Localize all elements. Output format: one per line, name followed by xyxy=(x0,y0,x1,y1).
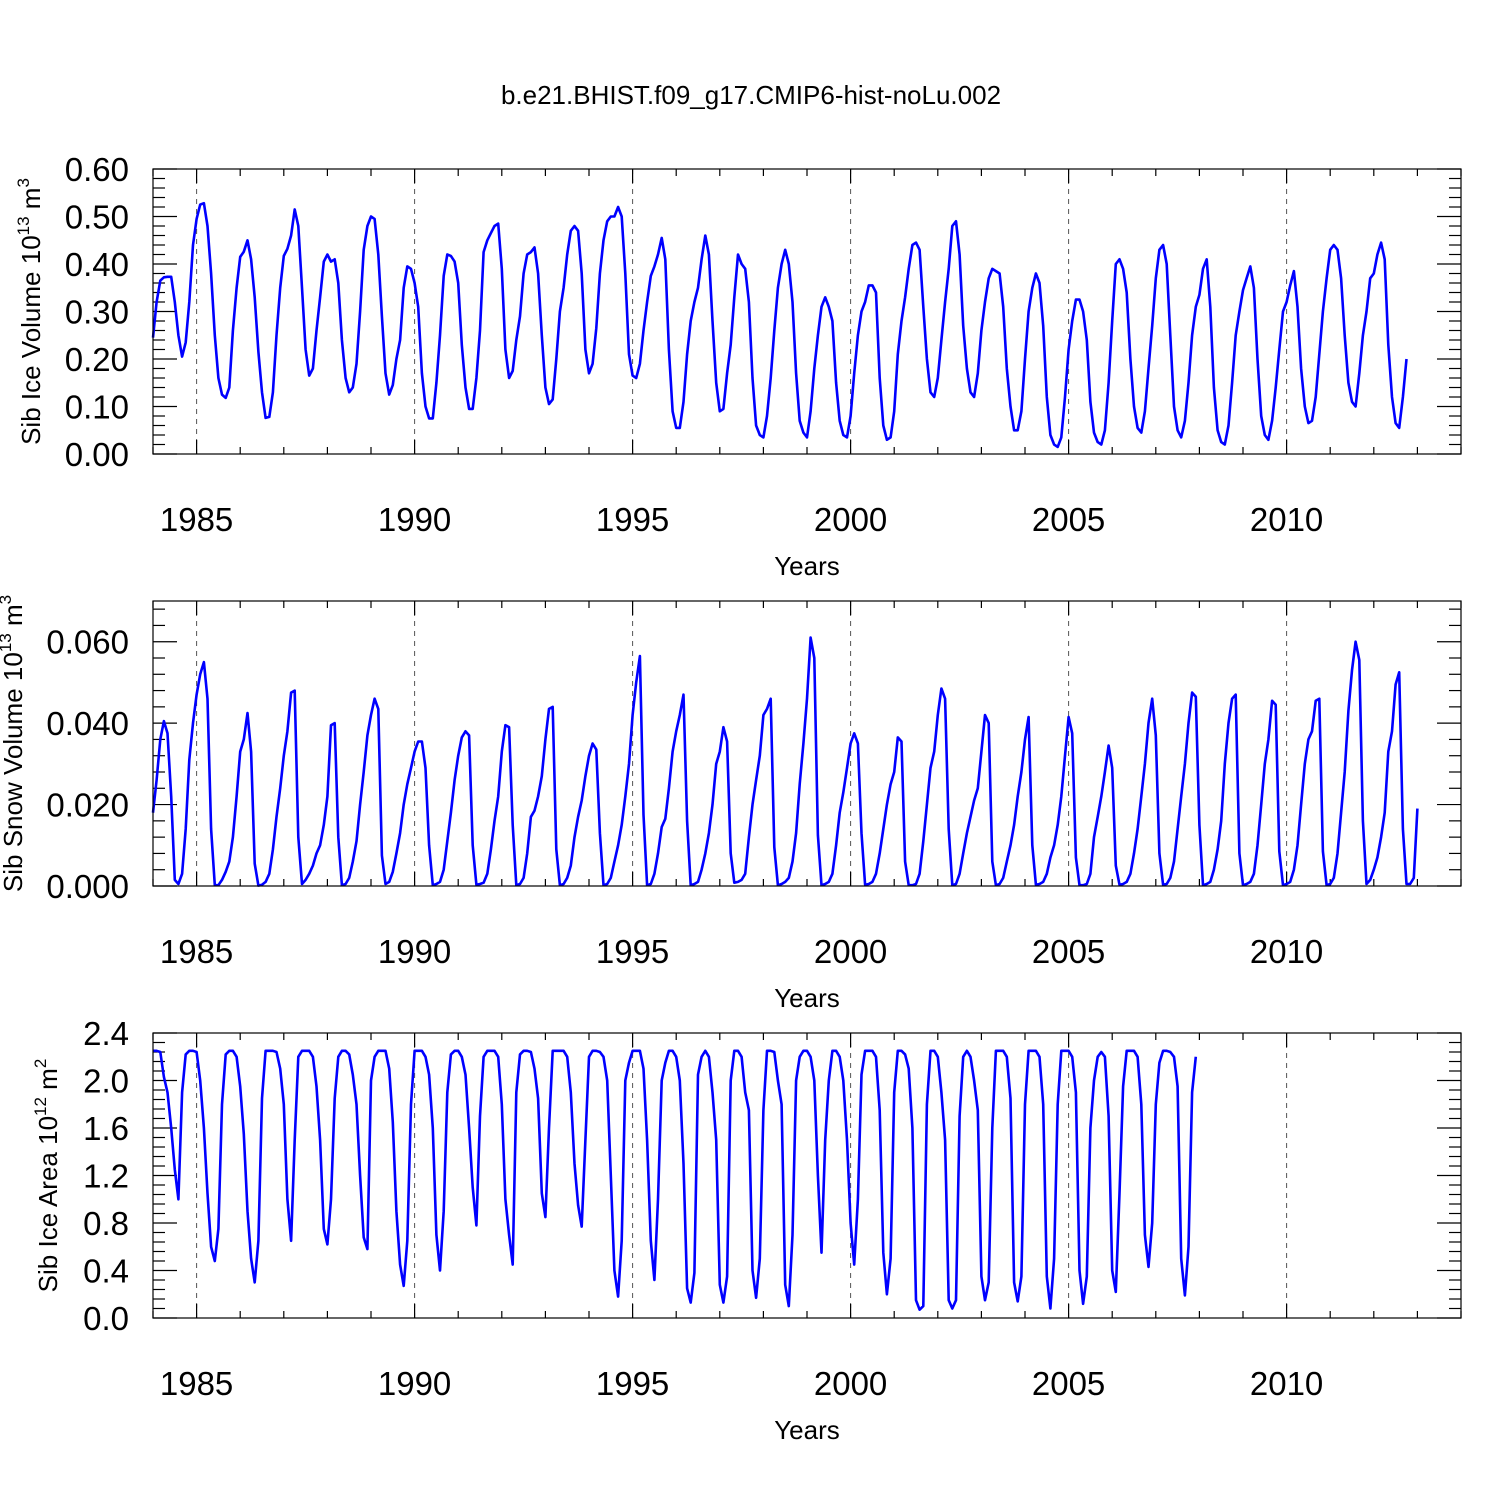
x-tick-label: 2010 xyxy=(1250,933,1323,970)
y-tick-label: 0.4 xyxy=(83,1253,129,1290)
x-tick-label: 2005 xyxy=(1032,501,1105,538)
x-tick-label: 1995 xyxy=(596,933,669,970)
y-tick-label: 0.10 xyxy=(65,389,129,426)
plot-frame xyxy=(152,600,1462,887)
y-tick-label: 0.020 xyxy=(46,787,129,824)
x-tick-label: 1985 xyxy=(160,933,233,970)
y-tick-label: 0.20 xyxy=(65,341,129,378)
y-tick-label: 0.30 xyxy=(65,294,129,331)
x-tick-label: 2000 xyxy=(814,501,887,538)
y-tick-label: 0.0 xyxy=(83,1300,129,1337)
y-tick-label: 0.60 xyxy=(65,151,129,188)
y-tick-label: 0.8 xyxy=(83,1205,129,1242)
y-tick-label: 0.50 xyxy=(65,199,129,236)
x-axis-title: Years xyxy=(774,983,840,1013)
x-tick-label: 2005 xyxy=(1032,1365,1105,1402)
y-tick-label: 1.6 xyxy=(83,1110,129,1147)
y-axis-title: Sib Ice Area 1012 m2 xyxy=(31,1059,63,1293)
plot-frame xyxy=(152,168,1462,455)
x-axis-title: Years xyxy=(774,551,840,581)
x-tick-label: 1995 xyxy=(596,1365,669,1402)
x-tick-label: 1990 xyxy=(378,501,451,538)
y-tick-label: 2.0 xyxy=(83,1063,129,1100)
y-tick-label: 2.4 xyxy=(83,1015,129,1052)
series-line-ice-area xyxy=(153,1049,1198,1311)
x-tick-label: 2010 xyxy=(1250,1365,1323,1402)
y-axis-title: Sib Snow Volume 1013 m3 xyxy=(0,595,28,892)
snow-volume-panel: 1985 1990 1995 2000 2005 2010 Years 0.000 0.020 0… xyxy=(0,595,1462,1013)
plot-frame xyxy=(152,1032,1462,1319)
x-tick-label: 2000 xyxy=(814,933,887,970)
ice-area-panel: 1985 1990 1995 2000 2005 2010 Years 0.0 0.4 0.8 1.… xyxy=(31,1015,1462,1445)
series-line-ice-volume xyxy=(151,201,1408,449)
x-tick-label: 1990 xyxy=(378,1365,451,1402)
y-tick-label: 0.000 xyxy=(46,868,129,905)
x-axis-title: Years xyxy=(774,1415,840,1445)
x-tick-label: 1990 xyxy=(378,933,451,970)
y-tick-label: 0.040 xyxy=(46,705,129,742)
y-tick-label: 0.060 xyxy=(46,624,129,661)
y-tick-label: 0.00 xyxy=(65,436,129,473)
y-tick-label: 0.40 xyxy=(65,246,129,283)
x-tick-label: 2000 xyxy=(814,1365,887,1402)
y-axis-title: Sib Ice Volume 1013 m3 xyxy=(14,178,46,445)
x-tick-label: 2010 xyxy=(1250,501,1323,538)
y-tick-label: 1.2 xyxy=(83,1158,129,1195)
ice-volume-panel: 1985 1990 1995 2000 2005 2010 Years 0.00 0.10 0.2… xyxy=(14,151,1462,581)
x-tick-label: 2005 xyxy=(1032,933,1105,970)
figure-title: b.e21.BHIST.f09_g17.CMIP6-hist-noLu.002 xyxy=(501,80,1001,110)
x-tick-label: 1995 xyxy=(596,501,669,538)
x-tick-label: 1985 xyxy=(160,501,233,538)
series-line-snow-volume xyxy=(151,636,1419,887)
x-tick-label: 1985 xyxy=(160,1365,233,1402)
